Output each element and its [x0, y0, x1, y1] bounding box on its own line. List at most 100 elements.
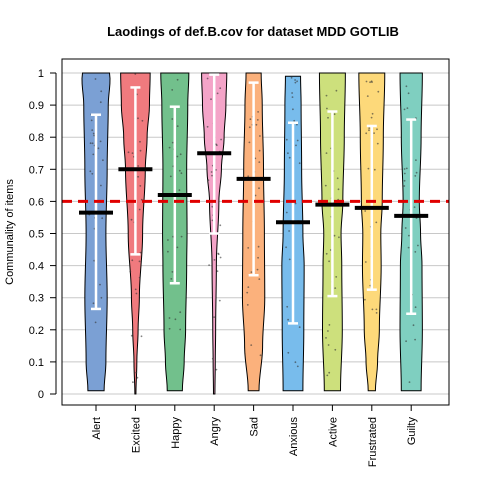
data-point [93, 259, 96, 262]
data-point [364, 210, 367, 212]
data-point [370, 116, 373, 119]
data-point [215, 368, 218, 371]
data-point [336, 177, 339, 180]
data-point [291, 96, 294, 98]
data-point [327, 330, 329, 332]
data-point [179, 311, 182, 314]
data-point [287, 318, 289, 321]
data-point [293, 119, 296, 122]
data-point [296, 80, 298, 83]
data-point [256, 268, 259, 271]
data-point [403, 108, 406, 111]
data-point [89, 170, 92, 173]
data-point [377, 90, 380, 93]
data-point [135, 371, 138, 374]
data-point [371, 81, 373, 83]
data-point [257, 256, 259, 259]
data-point [258, 149, 261, 152]
data-point [249, 118, 252, 121]
data-point [211, 357, 214, 360]
data-point [291, 92, 293, 94]
data-point [365, 80, 368, 83]
data-point [94, 78, 97, 80]
x-tick-label: Happy [170, 417, 182, 449]
x-tick-label: Angry [209, 417, 221, 446]
data-point [414, 175, 417, 177]
data-point [285, 138, 288, 141]
data-point [365, 132, 368, 135]
data-point [286, 305, 289, 308]
data-point [326, 107, 328, 110]
data-point [296, 139, 299, 142]
data-point [139, 140, 141, 143]
data-point [129, 270, 132, 273]
data-point [334, 348, 337, 351]
data-point [403, 185, 406, 187]
data-point [285, 246, 287, 249]
data-point [290, 76, 293, 79]
data-point [324, 184, 327, 187]
data-point [137, 165, 140, 167]
data-point [139, 149, 142, 152]
y-axis: 0 0.1 0.2 0.3 0.4 0.5 0.6 0.7 0.8 0.9 1 [29, 68, 57, 401]
data-point [246, 304, 249, 306]
data-point [375, 308, 378, 311]
x-tick-label: Active [327, 417, 339, 447]
data-point [127, 151, 130, 154]
data-point [328, 324, 331, 326]
data-point [371, 308, 374, 311]
data-point [92, 153, 95, 156]
data-point [99, 101, 102, 104]
data-point [92, 132, 95, 135]
data-point [138, 276, 141, 279]
data-point [248, 141, 251, 144]
y-tick-label: 0.8 [29, 132, 44, 144]
data-point [130, 218, 133, 221]
data-point [373, 132, 375, 135]
data-point [328, 260, 330, 263]
data-point [298, 326, 301, 328]
data-point [255, 123, 258, 126]
data-point [100, 296, 103, 299]
data-point [285, 211, 288, 214]
data-point [217, 252, 220, 255]
data-point [250, 344, 253, 346]
data-point [325, 252, 328, 255]
data-point [254, 194, 257, 197]
data-point [219, 256, 222, 259]
data-point [208, 264, 211, 266]
data-point [258, 187, 260, 190]
data-point [218, 299, 221, 302]
chart-title: Laodings of def.B.cov for dataset MDD GO… [107, 24, 399, 39]
data-point [325, 337, 327, 339]
data-point [373, 168, 376, 171]
data-point [207, 179, 210, 182]
x-axis: Alert Excited Happy Angry Sad Anxious Active Fr… [91, 405, 418, 467]
data-point [327, 344, 330, 346]
data-point [132, 381, 134, 384]
data-point [99, 140, 102, 143]
data-point [91, 142, 94, 145]
data-point [178, 169, 181, 172]
y-tick-label: 0.3 [29, 293, 44, 305]
data-point [101, 217, 104, 220]
data-point [403, 172, 406, 175]
data-point [414, 338, 416, 341]
mean-bars [79, 151, 429, 225]
data-point [215, 169, 217, 171]
data-point [325, 94, 328, 97]
data-point [376, 128, 378, 131]
data-point [414, 306, 417, 309]
data-point [138, 260, 141, 263]
data-point [287, 152, 289, 155]
data-point [415, 159, 417, 162]
data-point [102, 159, 104, 162]
data-point [219, 87, 222, 90]
data-point [180, 172, 183, 175]
data-point [135, 292, 138, 295]
y-tick-label: 0.7 [29, 164, 44, 176]
data-point [364, 298, 366, 301]
data-point [139, 185, 142, 187]
data-point [415, 171, 418, 174]
data-point [206, 125, 209, 128]
